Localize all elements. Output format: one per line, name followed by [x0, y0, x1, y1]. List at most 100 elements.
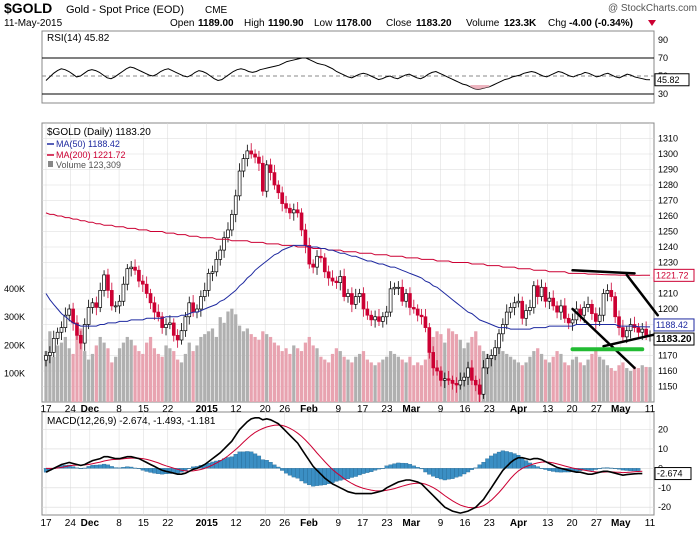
rsi-tick-label: 90 — [658, 35, 668, 45]
rsi-value-label: 45.82 — [657, 75, 680, 85]
macd-histogram-bar — [256, 455, 262, 469]
macd-histogram-bar — [233, 454, 238, 469]
macd-histogram-bar — [458, 468, 463, 477]
candle-body — [268, 164, 273, 173]
candle-body — [326, 271, 331, 279]
candle-body — [624, 330, 629, 338]
candle-body — [617, 316, 621, 328]
price-tick-label: 1170 — [658, 351, 677, 361]
x-axis-label: Apr — [510, 404, 527, 415]
volume-bar — [536, 348, 540, 402]
candle-body — [570, 319, 575, 324]
macd-histogram-bar — [423, 468, 428, 473]
macd-histogram-bar — [489, 455, 494, 469]
volume-bar — [90, 353, 95, 402]
price-tick-label: 1240 — [658, 242, 678, 252]
high-value: 1190.90 — [268, 18, 304, 29]
macd-histogram-bar — [496, 451, 502, 469]
macd-histogram-bar — [593, 468, 598, 470]
macd-histogram-bar — [446, 468, 451, 480]
macd-histogram-bar — [222, 458, 227, 469]
volume-bar — [292, 345, 296, 402]
candle-body — [508, 307, 513, 313]
volume-bar — [230, 308, 234, 402]
candle-body — [307, 245, 312, 265]
macd-histogram-bar — [539, 468, 544, 469]
volume-bar — [117, 348, 122, 402]
volume-bar — [412, 365, 416, 402]
volume-bar — [392, 353, 397, 402]
x-axis-label-bottom: 27 — [591, 518, 603, 529]
candle-body — [79, 335, 83, 344]
candle-body — [272, 172, 277, 186]
macd-histogram-bar — [101, 463, 107, 469]
x-axis-label: Mar — [402, 404, 420, 415]
candle-body — [442, 378, 447, 381]
x-axis-label: 20 — [567, 404, 579, 415]
volume-bar — [160, 356, 164, 402]
macd-histogram-bar — [353, 468, 358, 477]
candle-body — [144, 283, 149, 294]
volume-bar — [629, 370, 633, 402]
macd-histogram-bar — [71, 466, 76, 469]
volume-bar — [268, 336, 273, 402]
candle-body — [551, 297, 556, 307]
candle-body — [257, 156, 261, 164]
volume-bar — [594, 348, 598, 402]
macd-histogram-bar — [287, 468, 293, 476]
volume-bar — [632, 366, 637, 402]
macd-histogram-bar — [477, 464, 482, 469]
x-axis-label: 23 — [484, 404, 496, 415]
macd-value-tag — [654, 467, 692, 481]
candle-body — [71, 308, 75, 324]
candle-body — [330, 277, 335, 282]
macd-histogram-bar — [98, 464, 103, 469]
candle-body — [276, 184, 281, 194]
volume-bar — [44, 351, 48, 402]
macd-signal-line — [46, 424, 643, 509]
candle-body — [260, 162, 265, 192]
macd-histogram-bar — [152, 468, 157, 474]
high-label: High — [244, 18, 265, 29]
x-axis-label: 15 — [138, 404, 150, 415]
axis-layer: 9070503045.82115011601170118011901200121… — [4, 35, 695, 529]
candle-body — [148, 293, 153, 304]
volume-bar — [369, 362, 373, 402]
candle-body — [361, 293, 366, 310]
candle-body — [353, 296, 358, 305]
candle-body — [636, 327, 641, 333]
candle-body — [377, 316, 381, 322]
volume-bar — [408, 356, 412, 402]
candle-body — [59, 327, 64, 333]
grid-layer — [42, 123, 654, 515]
volume-bar — [532, 351, 536, 402]
macd-histogram-bar — [551, 468, 556, 472]
candle-body — [183, 316, 188, 332]
x-axis-label-bottom: 8 — [116, 518, 122, 529]
volume-bar — [388, 351, 393, 402]
candle-body — [346, 293, 350, 297]
candle-body — [535, 285, 540, 297]
macd-histogram-bar — [94, 464, 99, 469]
volume-bar — [272, 342, 277, 402]
candle-body — [322, 257, 327, 273]
volume-bar — [520, 365, 524, 402]
x-axis-label: 27 — [591, 404, 603, 415]
x-axis-label-bottom: 20 — [567, 518, 579, 529]
x-axis-label-bottom: 13 — [542, 518, 554, 529]
price-value-label: 1221.72 — [656, 270, 689, 280]
close-value: 1183.20 — [416, 18, 452, 29]
price-tick-label: 1210 — [658, 289, 678, 299]
macd-histogram-bar — [264, 460, 269, 469]
macd-histogram-bar — [345, 468, 351, 480]
volume-layer — [44, 308, 652, 402]
volume-bar — [152, 348, 157, 402]
candle-body — [458, 379, 463, 386]
candle-body — [55, 331, 60, 339]
candle-body — [233, 195, 238, 215]
candle-body — [450, 379, 455, 384]
x-axis-label: 13 — [542, 404, 554, 415]
candle-body — [404, 293, 408, 302]
x-axis-label: 11 — [645, 404, 656, 415]
macd-histogram-bar — [291, 468, 296, 478]
